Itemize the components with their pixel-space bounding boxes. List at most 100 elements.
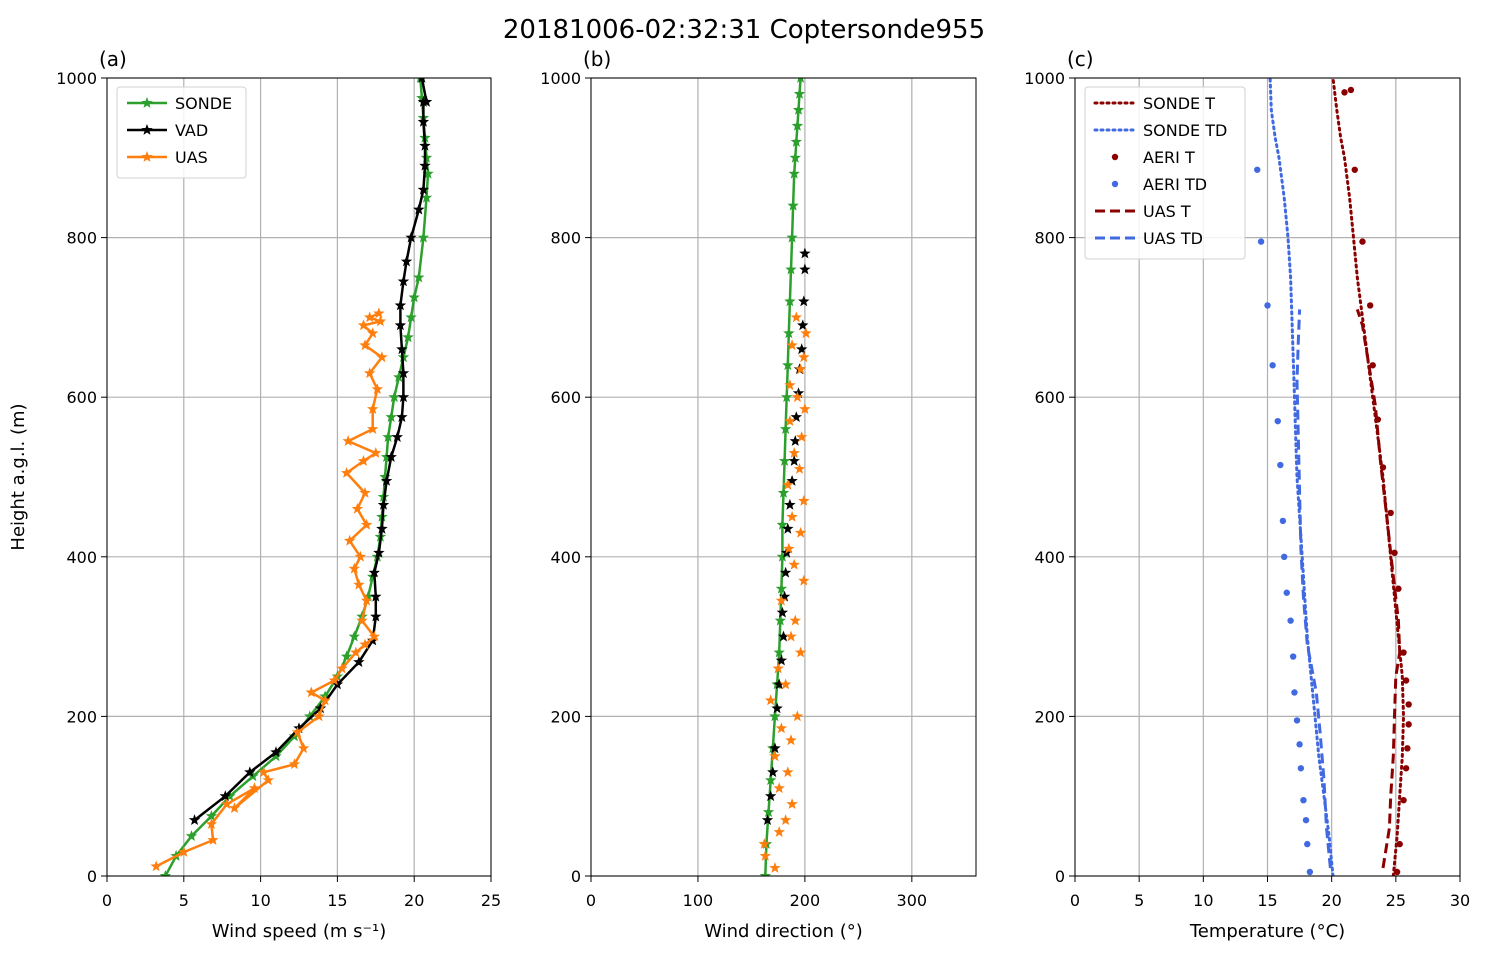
- data-point-vad: [767, 766, 779, 778]
- legend-entry-sonde-td: SONDE TD: [1093, 121, 1227, 140]
- y-tick-label: 800: [550, 229, 581, 248]
- y-tick-label: 400: [550, 548, 581, 567]
- legend-label-sonde-t: SONDE T: [1143, 94, 1215, 113]
- data-point-sonde: [340, 650, 353, 662]
- y-tick-label: 1000: [1024, 69, 1065, 88]
- data-point-aeri-t: [1359, 238, 1366, 245]
- panel-a-plot-area: [150, 78, 434, 876]
- legend-entry-uas-t: UAS T: [1095, 202, 1191, 221]
- series-uas: [758, 311, 812, 873]
- data-point-uas: [150, 860, 162, 872]
- data-point-uas: [207, 834, 219, 845]
- data-point-sonde: [786, 231, 798, 243]
- data-point-uas: [794, 363, 807, 375]
- data-point-sonde: [422, 167, 434, 179]
- data-point-uas: [359, 638, 371, 650]
- data-point-uas: [350, 646, 362, 658]
- data-point-aeri-td: [1306, 868, 1314, 876]
- data-point-uas: [779, 814, 792, 825]
- data-point-vad: [376, 522, 388, 534]
- data-point-vad: [782, 522, 794, 534]
- data-point-uas: [798, 574, 810, 586]
- data-point-vad: [796, 343, 808, 355]
- data-point-uas: [791, 391, 804, 403]
- data-point-uas: [794, 646, 807, 658]
- data-point-uas: [359, 487, 371, 498]
- data-point-sonde: [304, 710, 316, 722]
- data-point-sonde: [417, 231, 430, 243]
- data-point-uas: [758, 838, 770, 849]
- legend-label-sonde-td: SONDE TD: [1143, 121, 1227, 140]
- data-point-aeri-t: [1405, 701, 1412, 708]
- data-point-uas: [798, 494, 810, 506]
- y-tick-label: 200: [550, 707, 581, 726]
- data-point-sonde: [270, 750, 282, 762]
- panel-b-label: (b): [583, 47, 611, 71]
- data-point-vad: [188, 814, 201, 825]
- x-tick-label: 300: [897, 891, 928, 910]
- data-point-vad: [385, 451, 397, 462]
- y-tick-label: 0: [571, 867, 581, 886]
- panel-c-label: (c): [1067, 47, 1094, 71]
- data-point-vad: [786, 475, 798, 486]
- data-point-vad: [792, 387, 805, 399]
- panel-a-legend: SONDE VAD UAS: [116, 86, 247, 179]
- data-point-uas: [799, 403, 811, 414]
- data-point-sonde: [773, 646, 785, 658]
- data-point-aeri-t: [1400, 796, 1407, 804]
- panel-c-legend: SONDE T SONDE TD AERI T AERI TD UAS T UAS TD: [1084, 86, 1246, 260]
- data-point-uas: [782, 766, 794, 778]
- data-point-aeri-t: [1393, 868, 1401, 876]
- data-point-sonde: [774, 614, 786, 626]
- panel-b-plot-area: [758, 78, 812, 876]
- series-line-uas-td: [1295, 309, 1332, 869]
- data-point-sonde: [388, 391, 400, 403]
- x-tick-label: 200: [790, 891, 821, 910]
- data-point-vad: [353, 656, 365, 667]
- data-point-aeri-td: [1300, 796, 1307, 804]
- data-point-uas: [205, 818, 218, 829]
- y-tick-label: 800: [66, 229, 97, 248]
- data-point-uas: [783, 542, 795, 554]
- legend-marker-aeri-t: [1111, 153, 1119, 161]
- x-tick-label: 25: [481, 891, 501, 910]
- data-point-sonde: [784, 295, 796, 307]
- data-point-aeri-td: [1297, 765, 1305, 772]
- legend-label-uas-t: UAS T: [1143, 202, 1191, 221]
- data-point-aeri-t: [1341, 89, 1348, 96]
- data-point-aeri-td: [1291, 689, 1298, 696]
- data-point-vad: [368, 566, 380, 578]
- data-point-uas: [228, 802, 241, 813]
- panel-a-ylabel: Height a.g.l. (m): [8, 403, 29, 550]
- data-point-uas: [773, 826, 785, 837]
- data-point-aeri-t: [1400, 649, 1407, 656]
- data-point-aeri-t: [1404, 745, 1411, 752]
- y-tick-label: 600: [550, 388, 581, 407]
- data-point-uas: [775, 594, 788, 606]
- legend-entry-uas: UAS: [127, 148, 208, 167]
- x-tick-label: 10: [250, 891, 270, 910]
- data-point-sonde: [793, 88, 806, 99]
- data-point-aeri-td: [1279, 517, 1287, 525]
- data-point-aeri-t: [1391, 549, 1398, 557]
- data-point-sonde: [779, 423, 792, 434]
- panel-b-ticks: 0 100 200 300 0 200 400 600 800 1000: [540, 69, 927, 910]
- data-point-uas: [374, 315, 387, 327]
- x-tick-label: 0: [586, 891, 596, 910]
- data-point-vad: [396, 411, 408, 422]
- y-tick-label: 600: [66, 388, 97, 407]
- data-point-aeri-td: [1264, 302, 1271, 309]
- y-tick-label: 200: [66, 707, 97, 726]
- data-point-aeri-t: [1369, 362, 1376, 369]
- x-tick-label: 10: [1193, 891, 1213, 910]
- data-point-sonde: [788, 167, 800, 179]
- series-vad: [188, 78, 433, 825]
- data-point-uas: [794, 526, 807, 538]
- data-point-uas: [784, 415, 796, 426]
- data-point-uas: [353, 578, 365, 590]
- data-point-vad: [417, 115, 430, 127]
- data-point-aeri-t: [1395, 585, 1402, 592]
- data-point-uas: [368, 630, 380, 642]
- data-point-sonde: [765, 774, 777, 786]
